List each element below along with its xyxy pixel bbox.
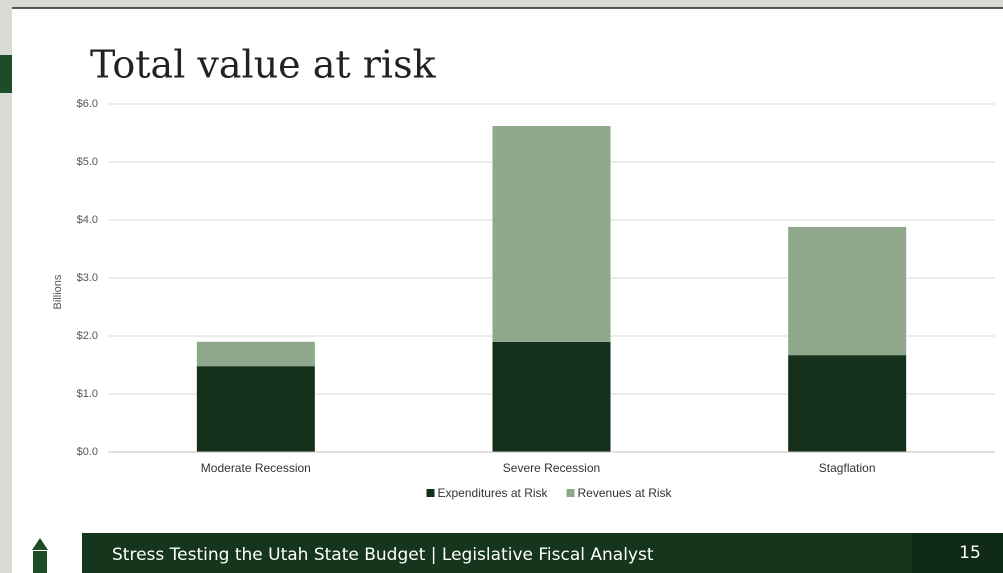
y-tick-label: $2.0 xyxy=(77,330,98,342)
y-tick-label: $4.0 xyxy=(77,214,98,226)
bar-segment xyxy=(788,355,907,452)
y-tick-label: $5.0 xyxy=(77,156,98,168)
plot: $0.0 $1.0 $2.0 $3.0 $4.0 $5.0 $6.0 Moderate Rec… xyxy=(77,98,995,500)
logo-body xyxy=(33,551,47,573)
bar-segment xyxy=(788,226,907,356)
x-tick-label: Moderate Recession xyxy=(201,461,311,475)
y-tick-label: $6.0 xyxy=(77,98,98,110)
bar-segment xyxy=(196,366,315,452)
legend-label: Revenues at Risk xyxy=(578,486,673,500)
legend-label: Expenditures at Risk xyxy=(438,486,549,500)
x-tick-label: Severe Recession xyxy=(503,461,600,475)
legend-swatch xyxy=(566,489,575,497)
y-tick-label: $1.0 xyxy=(77,388,98,400)
chart-title: Total value at risk xyxy=(90,43,437,87)
y-tick-label: $3.0 xyxy=(77,272,98,284)
bar-segment xyxy=(492,341,611,452)
logo-dome xyxy=(32,538,48,550)
logo xyxy=(30,538,50,573)
y-axis-label: Billions xyxy=(52,274,64,309)
bar-segment xyxy=(196,341,315,367)
page-number-box xyxy=(912,533,1003,573)
x-tick-label: Stagflation xyxy=(819,461,876,475)
y-tick-label: $0.0 xyxy=(77,446,98,458)
footer-bar xyxy=(82,533,912,573)
page-number: 15 xyxy=(959,543,981,563)
footer-text: Stress Testing the Utah State Budget | L… xyxy=(112,545,654,565)
side-tab xyxy=(0,55,12,93)
legend-swatch xyxy=(426,489,435,497)
bar-segment xyxy=(492,126,611,342)
